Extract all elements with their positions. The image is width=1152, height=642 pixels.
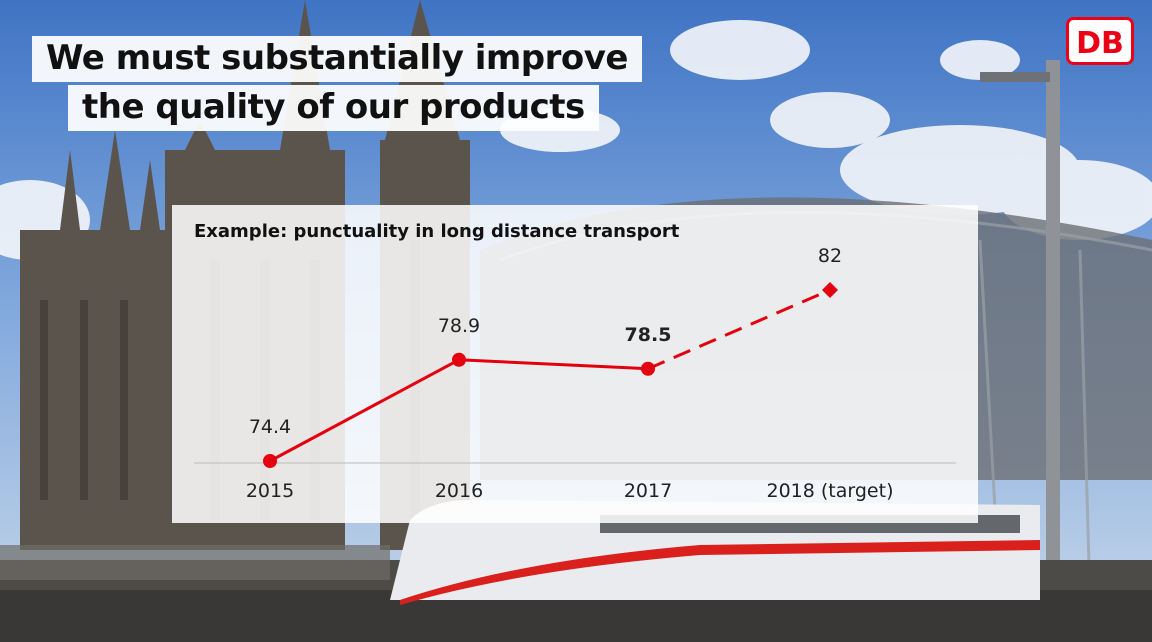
punctuality-line-chart: 74.4 78.9 78.5 82 2015 2016 2017 2018 (target) xyxy=(194,245,956,502)
series-line-actual xyxy=(269,358,649,463)
db-logo: DB xyxy=(1066,17,1134,65)
data-point-2015 xyxy=(263,454,277,468)
value-label-2: 78.5 xyxy=(625,324,672,346)
headline-line-1: We must substantially improve xyxy=(32,36,642,82)
data-point-2018-target xyxy=(822,282,838,298)
data-point-2017 xyxy=(641,361,655,376)
chart-title: Example: punctuality in long distance tr… xyxy=(194,221,680,242)
logo-text: DB xyxy=(1076,26,1124,61)
value-label-0: 74.4 xyxy=(249,416,291,438)
x-tick-label-1: 2016 xyxy=(435,480,483,502)
data-point-2016 xyxy=(452,352,466,367)
value-label-3: 82 xyxy=(818,245,842,267)
value-label-1: 78.9 xyxy=(438,315,480,337)
series-line-target xyxy=(647,288,831,371)
chart-panel: Example: punctuality in long distance tr… xyxy=(172,205,978,523)
x-tick-label-3: 2018 (target) xyxy=(767,480,894,502)
x-tick-label-2: 2017 xyxy=(624,480,672,502)
x-tick-label-0: 2015 xyxy=(246,480,294,502)
headline-line-2: the quality of our products xyxy=(68,85,599,131)
